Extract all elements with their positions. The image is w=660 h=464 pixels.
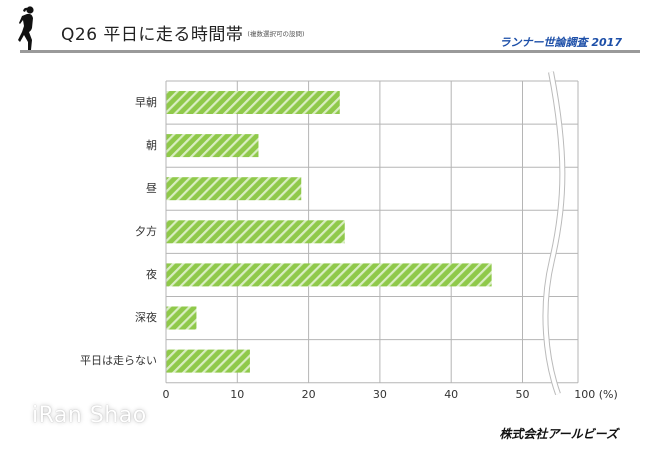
tick-label: 40 [444,388,459,401]
company-name: 株式会社アールビーズ [499,427,618,441]
category-label: 夕方 [135,224,157,238]
chart-header: Q26 平日に走る時間帯 (複数選択可の設問) ランナー世論調査 2017 [0,0,660,60]
category-label: 夜 [146,267,157,281]
tick-label: 20 [301,388,316,401]
title-text: Q26 平日に走る時間帯 [61,25,244,45]
chart-subtitle: (複数選択可の設問) [247,30,305,38]
tick-label-max: 100 (%) [574,388,618,401]
bar [166,306,197,330]
category-label: 深夜 [135,311,157,325]
survey-name: ランナー世論調査 2017 [499,36,622,49]
category-label: 昼 [146,181,157,195]
tick-label: 50 [515,388,530,401]
tick-label: 0 [162,388,170,401]
category-label: 朝 [146,138,157,152]
axis-break [542,71,566,395]
tick-label: 10 [230,388,245,401]
bar [166,220,345,244]
tick-label: 30 [372,388,387,401]
bar [166,91,340,114]
chart-title: Q26 平日に走る時間帯 (複数選択可の設問) [61,20,305,45]
watermark: iRan Shao [32,403,147,428]
header-rule [20,50,640,53]
bar [166,263,492,287]
bar [166,177,302,201]
bars [166,91,492,373]
category-label: 早朝 [135,95,157,109]
bar [166,349,250,373]
bar [166,134,259,158]
runner-icon [18,6,34,53]
category-label: 平日は走らない [80,354,157,368]
